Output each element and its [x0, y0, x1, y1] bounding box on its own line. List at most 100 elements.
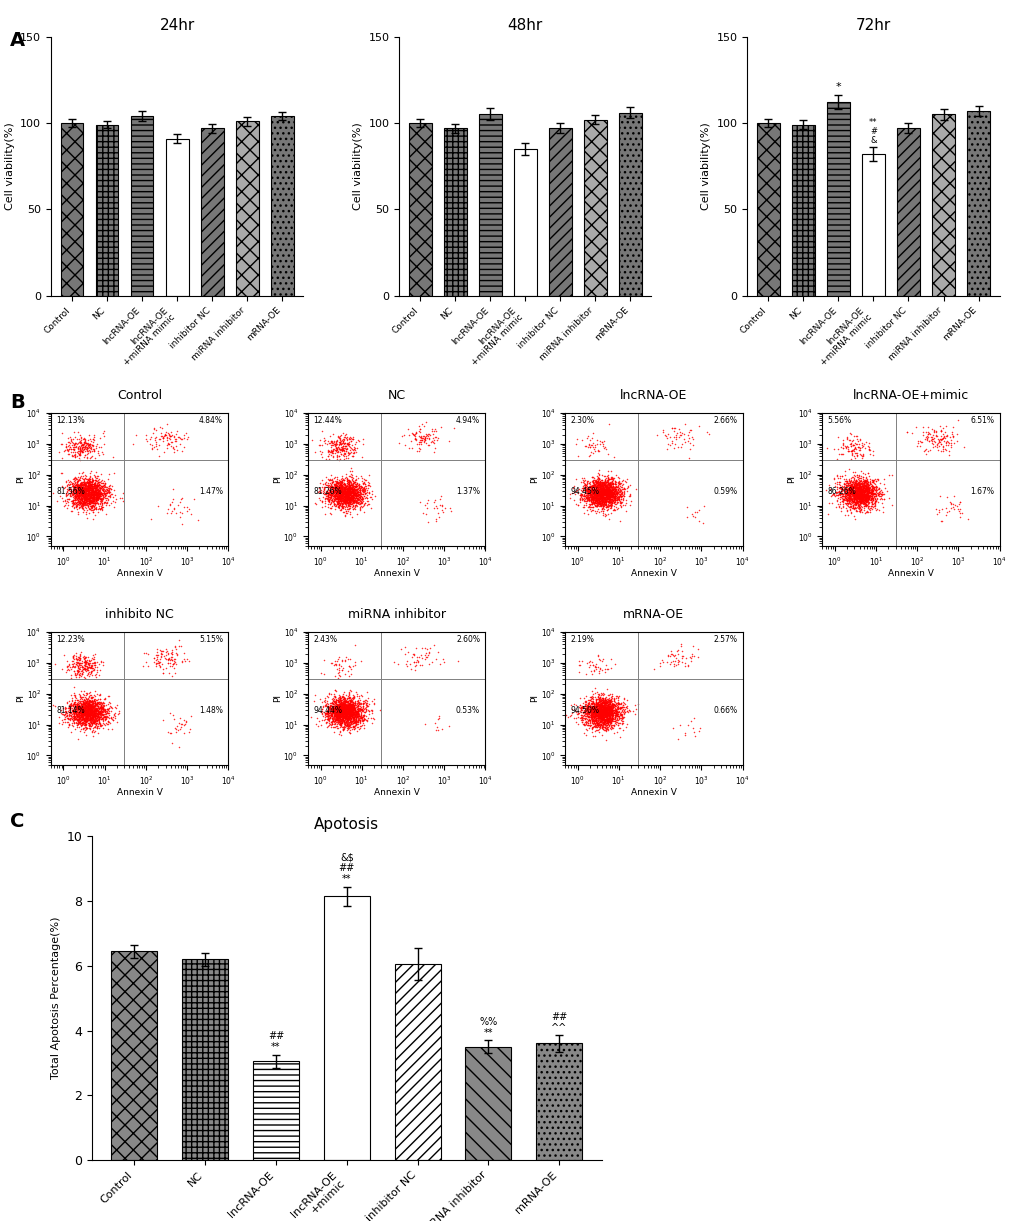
Point: [86, 441, 102, 460]
Point: [340, 477, 357, 497]
Point: [336, 703, 353, 723]
Point: [81, 700, 97, 719]
Point: [333, 488, 350, 508]
Point: [346, 479, 363, 498]
Point: [323, 482, 339, 502]
Point: [604, 706, 621, 725]
Point: [857, 477, 873, 497]
Point: [73, 703, 90, 723]
Point: [850, 474, 866, 493]
Point: [333, 702, 350, 722]
Point: [852, 481, 868, 501]
Point: [845, 491, 861, 510]
Point: [840, 487, 856, 507]
Point: [329, 701, 345, 720]
Point: [148, 651, 164, 670]
Point: [429, 718, 445, 737]
Point: [582, 706, 598, 725]
Point: [851, 471, 867, 491]
Point: [75, 700, 92, 719]
Point: [83, 663, 99, 683]
Point: [852, 480, 868, 499]
Point: [598, 476, 614, 496]
Point: [327, 442, 343, 462]
Point: [69, 476, 86, 496]
Point: [608, 484, 625, 503]
Point: [590, 705, 606, 724]
Point: [855, 492, 871, 512]
Point: [340, 484, 357, 503]
Point: [84, 696, 100, 716]
Point: [341, 700, 358, 719]
Point: [337, 429, 354, 448]
Point: [596, 471, 612, 491]
Point: [852, 481, 868, 501]
Point: [331, 484, 347, 503]
Point: [342, 475, 359, 495]
Point: [339, 717, 356, 736]
Point: [331, 705, 347, 724]
Point: [602, 697, 619, 717]
Text: B: B: [10, 393, 24, 413]
Point: [842, 503, 858, 523]
Point: [846, 440, 862, 459]
Point: [171, 719, 187, 739]
Point: [590, 707, 606, 726]
Point: [332, 491, 348, 510]
Point: [845, 487, 861, 507]
Point: [580, 484, 596, 503]
Point: [71, 648, 88, 668]
Point: [73, 703, 90, 723]
Point: [842, 497, 858, 516]
Point: [339, 700, 356, 719]
Point: [79, 701, 96, 720]
Point: [606, 696, 623, 716]
Point: [328, 495, 344, 514]
Point: [79, 705, 96, 724]
Point: [602, 705, 619, 724]
Point: [72, 484, 89, 503]
Point: [74, 714, 91, 734]
Point: [597, 701, 613, 720]
Point: [57, 707, 73, 726]
Point: [340, 698, 357, 718]
Point: [339, 490, 356, 509]
Point: [604, 695, 621, 714]
Point: [932, 512, 949, 531]
Point: [589, 484, 605, 503]
Point: [83, 696, 99, 716]
Point: [598, 706, 614, 725]
Point: [334, 709, 351, 729]
Point: [337, 702, 354, 722]
Point: [868, 484, 884, 503]
Point: [329, 706, 345, 725]
Point: [70, 706, 87, 725]
Point: [347, 711, 364, 730]
Point: [589, 702, 605, 722]
Point: [74, 476, 91, 496]
Point: [81, 481, 97, 501]
Point: [81, 477, 97, 497]
Point: [341, 443, 358, 463]
Point: [314, 698, 330, 718]
Point: [333, 697, 350, 717]
Point: [92, 484, 108, 503]
Point: [857, 491, 873, 510]
Point: [598, 474, 614, 493]
Point: [839, 480, 855, 499]
Point: [102, 486, 118, 505]
Point: [923, 433, 940, 453]
Point: [588, 700, 604, 719]
Point: [329, 440, 345, 459]
Point: [95, 487, 111, 507]
Point: [348, 488, 365, 508]
Point: [86, 701, 102, 720]
Point: [604, 485, 621, 504]
Point: [325, 496, 341, 515]
Point: [92, 485, 108, 504]
Point: [70, 700, 87, 719]
Point: [71, 706, 88, 725]
Point: [84, 697, 100, 717]
Point: [351, 484, 367, 503]
Point: [606, 654, 623, 674]
